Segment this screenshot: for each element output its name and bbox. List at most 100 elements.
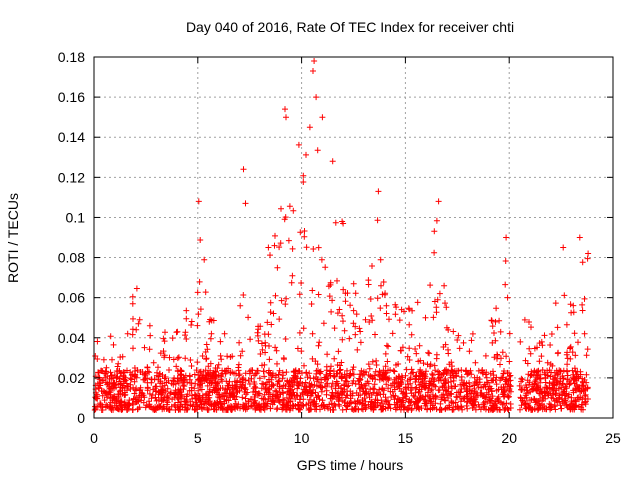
- y-tick-label: 0.12: [58, 169, 85, 185]
- data-point: [306, 124, 313, 131]
- data-point: [420, 360, 427, 367]
- data-point: [272, 374, 279, 381]
- data-point: [416, 342, 423, 349]
- data-point: [217, 338, 224, 345]
- data-point: [406, 402, 413, 409]
- data-point: [394, 384, 401, 391]
- data-point: [377, 256, 384, 263]
- data-point: [375, 371, 382, 378]
- data-point: [376, 368, 383, 375]
- data-point: [232, 396, 239, 403]
- data-point: [317, 406, 323, 413]
- data-point: [386, 316, 392, 323]
- data-point: [298, 348, 305, 355]
- data-point: [318, 256, 325, 263]
- data-point: [189, 395, 196, 402]
- data-point: [552, 372, 558, 379]
- data-point: [174, 355, 181, 362]
- data-point: [284, 377, 291, 384]
- data-point: [205, 394, 212, 401]
- data-point: [377, 305, 384, 312]
- data-point: [563, 321, 570, 328]
- data-point: [500, 389, 507, 396]
- data-point: [416, 406, 423, 413]
- data-point: [192, 406, 199, 413]
- data-point: [255, 390, 262, 397]
- data-point: [537, 375, 544, 382]
- data-point: [585, 250, 592, 257]
- data-point: [547, 373, 554, 380]
- data-point: [276, 316, 283, 323]
- data-point: [584, 346, 591, 353]
- data-point: [388, 394, 395, 400]
- data-point: [531, 406, 538, 413]
- data-point: [393, 304, 400, 311]
- data-point: [350, 280, 357, 287]
- data-point: [451, 383, 458, 390]
- data-point: [224, 353, 231, 360]
- data-point: [354, 346, 361, 353]
- data-point: [291, 379, 298, 386]
- data-point: [435, 368, 442, 375]
- data-point: [321, 405, 328, 412]
- data-point: [133, 285, 140, 292]
- data-point: [390, 367, 397, 374]
- data-point: [288, 279, 295, 286]
- data-point: [527, 350, 534, 357]
- data-point: [398, 379, 405, 386]
- data-point: [296, 291, 303, 298]
- data-point: [463, 387, 470, 393]
- data-point: [234, 388, 241, 395]
- data-point: [407, 387, 414, 394]
- data-point: [497, 328, 504, 335]
- data-point: [441, 397, 448, 403]
- data-point: [502, 405, 509, 412]
- data-point: [206, 318, 213, 325]
- data-point: [129, 293, 136, 300]
- data-point: [203, 341, 210, 348]
- data-point: [94, 395, 101, 402]
- data-point: [301, 228, 308, 234]
- data-point: [235, 364, 242, 371]
- data-point: [141, 344, 148, 351]
- data-point: [281, 216, 288, 223]
- data-point: [123, 406, 130, 413]
- data-point: [445, 346, 451, 353]
- data-point: [405, 305, 412, 312]
- data-point: [124, 383, 131, 390]
- data-point: [240, 292, 247, 298]
- data-point: [539, 394, 546, 401]
- data-point: [382, 394, 389, 401]
- data-point: [457, 393, 464, 400]
- data-point: [153, 372, 160, 379]
- data-point: [242, 200, 249, 207]
- data-point: [107, 405, 114, 412]
- data-point: [315, 244, 322, 251]
- data-point: [581, 393, 588, 399]
- data-point: [442, 300, 448, 307]
- data-point: [412, 346, 419, 352]
- data-point: [284, 402, 291, 409]
- data-point: [301, 389, 308, 396]
- data-point: [268, 383, 275, 390]
- data-point: [172, 390, 178, 397]
- data-point: [414, 395, 421, 402]
- x-tick-label: 25: [605, 430, 621, 446]
- data-point: [481, 393, 488, 400]
- data-point: [275, 378, 282, 385]
- data-point: [311, 58, 318, 64]
- data-point: [240, 166, 247, 173]
- data-point: [202, 374, 209, 381]
- data-point: [520, 398, 526, 405]
- data-point: [503, 234, 510, 241]
- data-point: [533, 397, 539, 404]
- data-point: [195, 387, 202, 394]
- data-point: [157, 370, 163, 377]
- data-point: [247, 336, 254, 343]
- data-point: [121, 401, 128, 408]
- data-point: [328, 308, 335, 315]
- data-point: [298, 280, 305, 286]
- data-point: [414, 299, 421, 306]
- data-point: [354, 397, 361, 404]
- data-point: [499, 401, 506, 408]
